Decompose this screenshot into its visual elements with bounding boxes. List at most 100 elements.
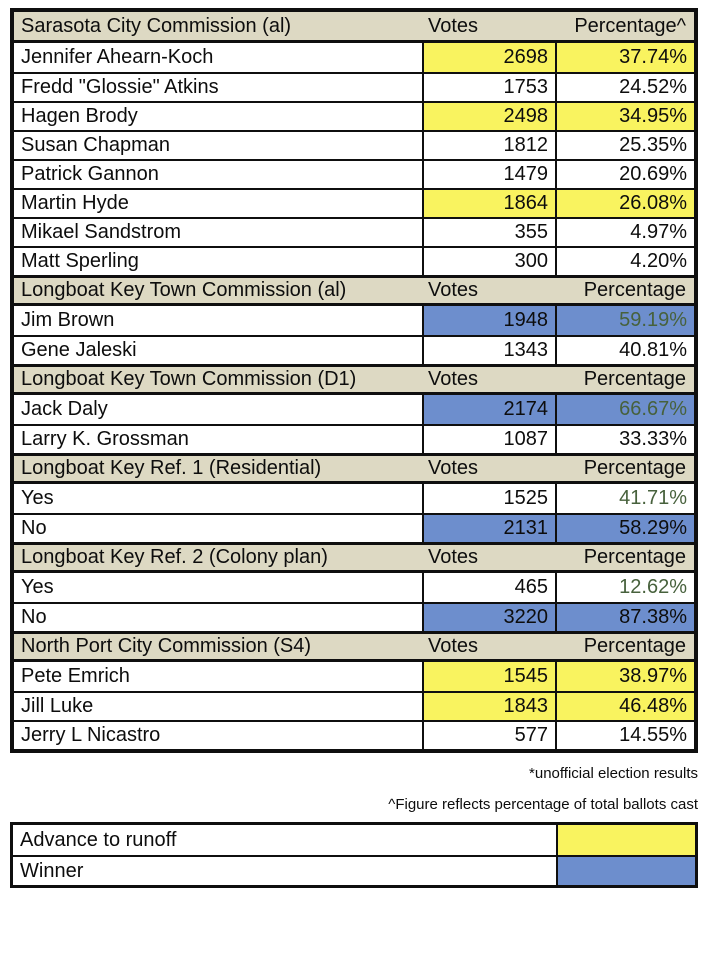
votes-value: 1753 <box>422 74 555 101</box>
legend-label-runoff: Advance to runoff <box>20 828 177 851</box>
result-row: Jill Luke 1843 46.48% <box>14 691 694 720</box>
votes-value: 577 <box>422 722 555 749</box>
votes-value: 1864 <box>422 190 555 217</box>
candidate-name: Fredd "Glossie" Atkins <box>21 76 219 98</box>
votes-value: 1087 <box>422 426 555 453</box>
section-title: Longboat Key Ref. 2 (Colony plan) <box>21 546 328 568</box>
candidate-name: Mikael Sandstrom <box>21 221 182 243</box>
result-row: Jack Daly 2174 66.67% <box>14 395 694 424</box>
section-header-ref1: Longboat Key Ref. 1 (Residential) Votes … <box>14 453 694 484</box>
percentage-value: 46.48% <box>555 693 694 720</box>
election-results-table: Sarasota City Commission (al) Votes Perc… <box>10 8 698 753</box>
result-row: Mikael Sandstrom 355 4.97% <box>14 217 694 246</box>
result-row: Gene Jaleski 1343 40.81% <box>14 335 694 364</box>
result-row: Pete Emrich 1545 38.97% <box>14 662 694 691</box>
legend: Advance to runoff Winner <box>10 822 698 888</box>
percentage-value: 37.74% <box>555 43 694 72</box>
votes-value: 355 <box>422 219 555 246</box>
legend-swatch-winner <box>556 857 695 885</box>
percentage-value: 59.19% <box>555 306 694 335</box>
percentage-value: 34.95% <box>555 103 694 130</box>
percentage-column-header: Percentage^ <box>574 14 686 37</box>
result-row: Martin Hyde 1864 26.08% <box>14 188 694 217</box>
result-row: Jerry L Nicastro 577 14.55% <box>14 720 694 749</box>
percentage-value: 66.67% <box>555 395 694 424</box>
percentage-column-header: Percentage <box>583 457 686 479</box>
votes-column-header: Votes <box>428 635 479 657</box>
result-row: No 3220 87.38% <box>14 602 694 631</box>
result-row: Jennifer Ahearn-Koch 2698 37.74% <box>14 43 694 72</box>
candidate-name: Jack Daly <box>21 398 108 420</box>
result-row: Matt Sperling 300 4.20% <box>14 246 694 275</box>
candidate-name: Jennifer Ahearn-Koch <box>21 46 214 68</box>
candidate-name: Larry K. Grossman <box>21 428 189 450</box>
percentage-value: 14.55% <box>555 722 694 749</box>
votes-value: 1479 <box>422 161 555 188</box>
votes-column-header: Votes <box>428 279 479 301</box>
section-title: Longboat Key Town Commission (al) <box>21 279 347 301</box>
percentage-value: 33.33% <box>555 426 694 453</box>
percentage-value: 4.97% <box>555 219 694 246</box>
result-row: Jim Brown 1948 59.19% <box>14 306 694 335</box>
votes-value: 1843 <box>422 693 555 720</box>
votes-value: 1525 <box>422 484 555 513</box>
result-row: Yes 1525 41.71% <box>14 484 694 513</box>
percentage-value: 25.35% <box>555 132 694 159</box>
votes-value: 1948 <box>422 306 555 335</box>
section-title: Longboat Key Town Commission (D1) <box>21 368 357 390</box>
result-row: Larry K. Grossman 1087 33.33% <box>14 424 694 453</box>
percentage-value: 38.97% <box>555 662 694 691</box>
votes-column-header: Votes <box>428 368 479 390</box>
section-header-north-port: North Port City Commission (S4) Votes Pe… <box>14 631 694 662</box>
result-row: Susan Chapman 1812 25.35% <box>14 130 694 159</box>
legend-swatch-runoff <box>556 825 695 855</box>
percentage-value: 40.81% <box>555 337 694 364</box>
votes-value: 2174 <box>422 395 555 424</box>
votes-value: 1545 <box>422 662 555 691</box>
candidate-name: Jerry L Nicastro <box>21 724 161 746</box>
section-title: Sarasota City Commission (al) <box>21 14 292 37</box>
section-header-ref2: Longboat Key Ref. 2 (Colony plan) Votes … <box>14 542 694 573</box>
section-title: Longboat Key Ref. 1 (Residential) <box>21 457 322 479</box>
votes-column-header: Votes <box>428 457 479 479</box>
votes-value: 2698 <box>422 43 555 72</box>
candidate-name: Susan Chapman <box>21 134 170 156</box>
votes-column-header: Votes <box>428 14 479 37</box>
result-row: Yes 465 12.62% <box>14 573 694 602</box>
percentage-value: 4.20% <box>555 248 694 275</box>
votes-value: 2131 <box>422 515 555 542</box>
percentage-value: 26.08% <box>555 190 694 217</box>
percentage-column-header: Percentage <box>583 546 686 568</box>
footnote-unofficial: *unofficial election results <box>529 765 698 782</box>
votes-value: 465 <box>422 573 555 602</box>
section-header-longboat-al: Longboat Key Town Commission (al) Votes … <box>14 275 694 306</box>
section-header-longboat-d1: Longboat Key Town Commission (D1) Votes … <box>14 364 694 395</box>
result-row: Hagen Brody 2498 34.95% <box>14 101 694 130</box>
votes-value: 1343 <box>422 337 555 364</box>
candidate-name: Hagen Brody <box>21 105 138 127</box>
candidate-name: Jim Brown <box>21 309 115 331</box>
section-header-sarasota: Sarasota City Commission (al) Votes Perc… <box>14 12 694 43</box>
votes-value: 3220 <box>422 604 555 631</box>
percentage-value: 24.52% <box>555 74 694 101</box>
candidate-name: Pete Emrich <box>21 665 130 687</box>
choice-label: Yes <box>21 487 54 509</box>
result-row: Patrick Gannon 1479 20.69% <box>14 159 694 188</box>
result-row: Fredd "Glossie" Atkins 1753 24.52% <box>14 72 694 101</box>
candidate-name: Patrick Gannon <box>21 163 159 185</box>
candidate-name: Matt Sperling <box>21 250 139 272</box>
candidate-name: Jill Luke <box>21 695 94 717</box>
votes-value: 1812 <box>422 132 555 159</box>
legend-row-runoff: Advance to runoff <box>13 825 695 855</box>
percentage-column-header: Percentage <box>583 635 686 657</box>
result-row: No 2131 58.29% <box>14 513 694 542</box>
legend-label-winner: Winner <box>20 859 84 882</box>
percentage-value: 87.38% <box>555 604 694 631</box>
choice-label: Yes <box>21 576 54 598</box>
votes-column-header: Votes <box>428 546 479 568</box>
votes-value: 300 <box>422 248 555 275</box>
votes-value: 2498 <box>422 103 555 130</box>
percentage-value: 58.29% <box>555 515 694 542</box>
percentage-value: 41.71% <box>555 484 694 513</box>
candidate-name: Gene Jaleski <box>21 339 137 361</box>
